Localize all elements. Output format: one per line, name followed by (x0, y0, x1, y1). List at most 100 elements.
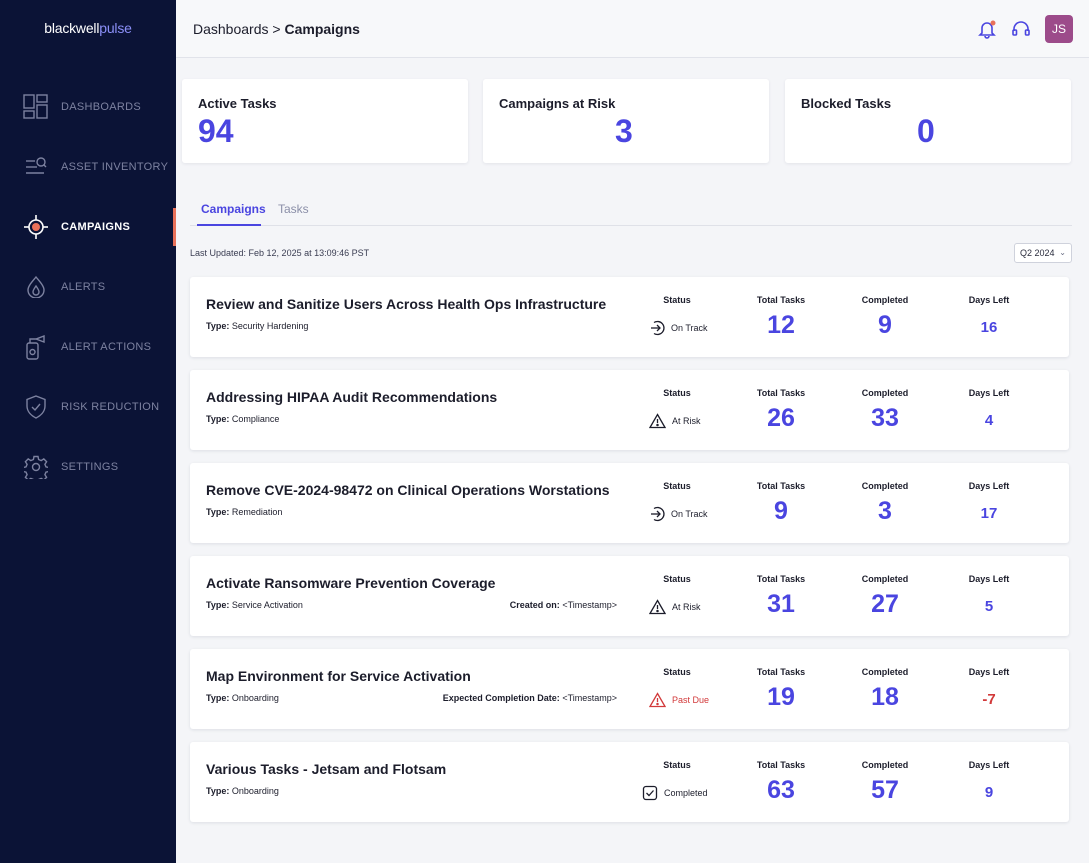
days-left-value: -7 (982, 691, 996, 708)
warning-triangle-icon (649, 599, 672, 615)
alerts-icon (22, 273, 50, 301)
completed-value: 27 (871, 590, 899, 618)
campaign-title[interactable]: Review and Sanitize Users Across Health … (206, 296, 607, 312)
type-value: Compliance (231, 414, 280, 424)
campaign-type: Type: Security Hardening (206, 321, 308, 331)
sidebar-item-alert-actions[interactable]: ALERT ACTIONS (0, 324, 176, 370)
total-tasks-header: Total Tasks (756, 574, 806, 584)
extra-label: Expected Completion Date: (442, 693, 560, 703)
completed-value: 57 (871, 776, 899, 804)
campaign-card[interactable]: Addressing HIPAA Audit Recommendations T… (190, 370, 1069, 450)
sidebar: blackwellpulse DASHBOARDS ASSET INVENTOR… (0, 0, 176, 863)
campaign-card[interactable]: Various Tasks - Jetsam and Flotsam Type:… (190, 742, 1069, 822)
completed-header: Completed (861, 481, 909, 491)
status-text: On Track (671, 323, 708, 333)
active-tab-indicator (197, 224, 261, 226)
breadcrumb-parent[interactable]: Dashboards (193, 21, 269, 37)
sidebar-item-label: ASSET INVENTORY (61, 161, 169, 173)
stat-title: Campaigns at Risk (499, 96, 616, 111)
warning-triangle-icon (649, 413, 672, 429)
on-track-arrow-icon (649, 320, 671, 336)
days-left-value: 4 (984, 412, 994, 429)
status-value: At Risk (649, 599, 701, 615)
notifications-bell-icon[interactable] (976, 18, 998, 40)
brand-logo[interactable]: blackwellpulse (0, 20, 176, 36)
breadcrumb-separator: > (268, 21, 285, 37)
status-value: Completed (642, 785, 708, 801)
status-value: At Risk (649, 413, 701, 429)
days-left-value: 16 (980, 319, 998, 336)
sidebar-item-campaigns[interactable]: CAMPAIGNS (0, 204, 176, 250)
extra-value: <Timestamp> (562, 693, 617, 703)
days-left-header: Days Left (968, 667, 1010, 677)
campaigns-icon (22, 213, 50, 241)
completed-header: Completed (861, 574, 909, 584)
days-left-header: Days Left (968, 481, 1010, 491)
campaign-type: Type: Service Activation (206, 600, 303, 610)
campaign-type: Type: Compliance (206, 414, 279, 424)
days-left-value: 9 (984, 784, 994, 801)
last-updated-text: Last Updated: Feb 12, 2025 at 13:09:46 P… (190, 248, 370, 258)
campaign-title[interactable]: Various Tasks - Jetsam and Flotsam (206, 761, 447, 777)
type-label: Type: (206, 600, 230, 610)
stat-card-blocked-tasks: Blocked Tasks 0 (785, 79, 1071, 163)
sidebar-item-label: ALERT ACTIONS (61, 341, 152, 353)
on-track-arrow-icon (649, 506, 671, 522)
sidebar-item-settings[interactable]: SETTINGS (0, 444, 176, 490)
type-value: Onboarding (231, 693, 279, 703)
stat-value: 94 (198, 113, 234, 149)
type-label: Type: (206, 414, 230, 424)
completed-checkbox-icon (642, 785, 664, 801)
total-tasks-header: Total Tasks (756, 295, 806, 305)
sidebar-item-label: DASHBOARDS (61, 101, 142, 113)
campaign-title[interactable]: Addressing HIPAA Audit Recommendations (206, 389, 498, 405)
total-tasks-value: 26 (767, 404, 795, 432)
completed-value: 9 (878, 311, 892, 339)
sidebar-item-risk-reduction[interactable]: RISK REDUCTION (0, 384, 176, 430)
quarter-select[interactable]: Q2 2024 ⌄ (1014, 243, 1072, 263)
campaign-card[interactable]: Review and Sanitize Users Across Health … (190, 277, 1069, 357)
type-label: Type: (206, 507, 230, 517)
days-left-value: 5 (984, 598, 994, 615)
sidebar-item-label: RISK REDUCTION (61, 401, 160, 413)
type-value: Remediation (231, 507, 283, 517)
tab-tasks[interactable]: Tasks (278, 202, 309, 216)
campaign-card[interactable]: Map Environment for Service Activation T… (190, 649, 1069, 729)
breadcrumb: Dashboards > Campaigns (193, 21, 360, 37)
sidebar-item-alerts[interactable]: ALERTS (0, 264, 176, 310)
type-value: Service Activation (231, 600, 303, 610)
status-text: At Risk (672, 416, 701, 426)
stat-title: Blocked Tasks (801, 96, 892, 111)
sidebar-item-dashboards[interactable]: DASHBOARDS (0, 84, 176, 130)
campaign-card[interactable]: Remove CVE-2024-98472 on Clinical Operat… (190, 463, 1069, 543)
stat-title: Active Tasks (198, 96, 277, 111)
sidebar-item-label: ALERTS (61, 281, 106, 293)
status-value: On Track (649, 506, 708, 522)
completed-value: 3 (878, 497, 892, 525)
campaign-title[interactable]: Map Environment for Service Activation (206, 668, 471, 684)
completed-header: Completed (861, 295, 909, 305)
days-left-header: Days Left (968, 760, 1010, 770)
days-left-value: 17 (980, 505, 998, 522)
support-headset-icon[interactable] (1010, 18, 1032, 40)
type-value: Onboarding (231, 786, 279, 796)
status-text: On Track (671, 509, 708, 519)
status-value: Past Due (649, 692, 709, 708)
top-header: Dashboards > Campaigns JS (176, 0, 1089, 58)
total-tasks-value: 12 (767, 311, 795, 339)
type-label: Type: (206, 321, 230, 331)
campaign-title[interactable]: Activate Ransomware Prevention Coverage (206, 575, 496, 591)
extra-label: Created on: (509, 600, 560, 610)
user-avatar[interactable]: JS (1045, 15, 1073, 43)
status-text: Past Due (672, 695, 710, 705)
campaign-title[interactable]: Remove CVE-2024-98472 on Clinical Operat… (206, 482, 610, 498)
sidebar-item-asset-inventory[interactable]: ASSET INVENTORY (0, 144, 176, 190)
status-header: Status (663, 295, 691, 305)
status-value: On Track (649, 320, 708, 336)
tab-campaigns[interactable]: Campaigns (201, 202, 266, 216)
brand-name-part1: blackwell (44, 20, 100, 36)
status-header: Status (663, 388, 691, 398)
stat-card-campaigns-at-risk: Campaigns at Risk 3 (483, 79, 769, 163)
quarter-select-value: Q2 2024 (1020, 248, 1055, 258)
campaign-card[interactable]: Activate Ransomware Prevention Coverage … (190, 556, 1069, 636)
